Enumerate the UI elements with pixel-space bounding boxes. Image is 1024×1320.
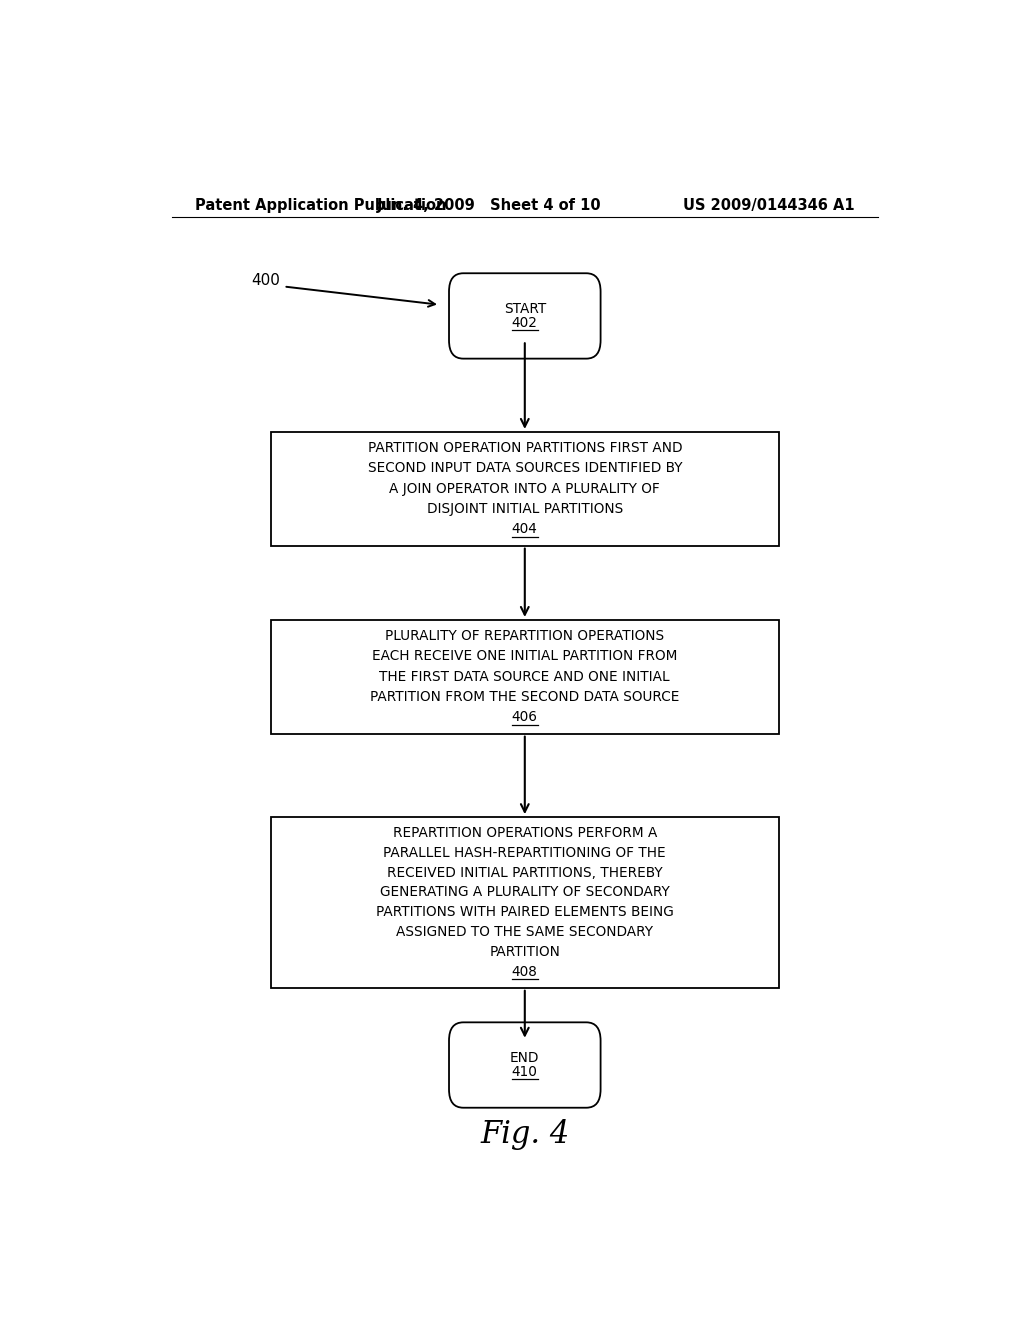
Text: 406: 406 [512, 710, 538, 725]
Text: A JOIN OPERATOR INTO A PLURALITY OF: A JOIN OPERATOR INTO A PLURALITY OF [389, 482, 660, 496]
Text: Patent Application Publication: Patent Application Publication [196, 198, 446, 213]
Text: PARTITIONS WITH PAIRED ELEMENTS BEING: PARTITIONS WITH PAIRED ELEMENTS BEING [376, 906, 674, 919]
FancyBboxPatch shape [449, 1022, 601, 1107]
Text: US 2009/0144346 A1: US 2009/0144346 A1 [683, 198, 854, 213]
Bar [270, 432, 779, 545]
Text: 400: 400 [251, 273, 280, 288]
Text: RECEIVED INITIAL PARTITIONS, THEREBY: RECEIVED INITIAL PARTITIONS, THEREBY [387, 866, 663, 879]
Text: PARTITION: PARTITION [489, 945, 560, 960]
Text: GENERATING A PLURALITY OF SECONDARY: GENERATING A PLURALITY OF SECONDARY [380, 886, 670, 899]
Text: PARTITION OPERATION PARTITIONS FIRST AND: PARTITION OPERATION PARTITIONS FIRST AND [368, 441, 682, 455]
Text: SECOND INPUT DATA SOURCES IDENTIFIED BY: SECOND INPUT DATA SOURCES IDENTIFIED BY [368, 462, 682, 475]
Bar [270, 620, 779, 734]
Text: PARALLEL HASH-REPARTITIONING OF THE: PARALLEL HASH-REPARTITIONING OF THE [383, 846, 667, 859]
Text: 408: 408 [512, 965, 538, 979]
Text: PLURALITY OF REPARTITION OPERATIONS: PLURALITY OF REPARTITION OPERATIONS [385, 630, 665, 643]
Text: Jun. 4, 2009   Sheet 4 of 10: Jun. 4, 2009 Sheet 4 of 10 [377, 198, 601, 213]
Text: START: START [504, 302, 546, 315]
Text: Fig. 4: Fig. 4 [480, 1118, 569, 1150]
Text: PARTITION FROM THE SECOND DATA SOURCE: PARTITION FROM THE SECOND DATA SOURCE [370, 690, 680, 704]
Text: ASSIGNED TO THE SAME SECONDARY: ASSIGNED TO THE SAME SECONDARY [396, 925, 653, 940]
Text: 402: 402 [512, 317, 538, 330]
Text: REPARTITION OPERATIONS PERFORM A: REPARTITION OPERATIONS PERFORM A [392, 826, 657, 840]
FancyBboxPatch shape [449, 273, 601, 359]
Text: EACH RECEIVE ONE INITIAL PARTITION FROM: EACH RECEIVE ONE INITIAL PARTITION FROM [372, 649, 678, 664]
Text: 404: 404 [512, 523, 538, 536]
Text: END: END [510, 1051, 540, 1065]
Text: 410: 410 [512, 1065, 538, 1080]
Text: THE FIRST DATA SOURCE AND ONE INITIAL: THE FIRST DATA SOURCE AND ONE INITIAL [380, 669, 670, 684]
Bar [270, 817, 779, 987]
Text: DISJOINT INITIAL PARTITIONS: DISJOINT INITIAL PARTITIONS [427, 502, 623, 516]
